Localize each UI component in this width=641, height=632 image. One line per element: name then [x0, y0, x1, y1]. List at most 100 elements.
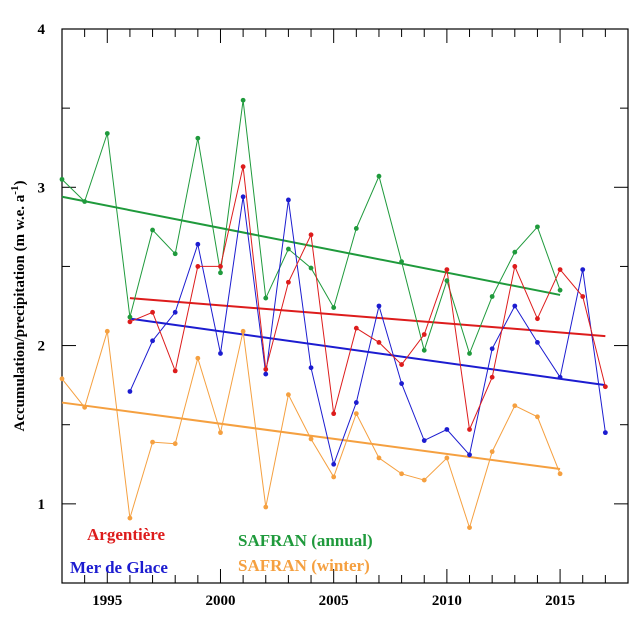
data-point-argenti-re: [218, 264, 223, 269]
data-point-argenti-re: [240, 164, 246, 170]
data-point-mer-de-glace: [580, 267, 586, 272]
data-point-safran-winter: [421, 477, 427, 483]
data-point-safran-annual: [240, 97, 246, 103]
axis-tick-labels: 1995 2000 2005 2010 2015 1 2 3 4: [38, 22, 576, 609]
x-tick-label: 2015: [545, 593, 575, 609]
legend: Argentière Mer de Glace SAFRAN (annual) …: [70, 525, 373, 577]
data-point-safran-winter: [195, 355, 201, 361]
y-tick-label: 2: [38, 339, 46, 355]
data-point-safran-winter: [104, 328, 110, 334]
data-point-mer-de-glace: [376, 303, 382, 309]
data-point-mer-de-glace: [535, 340, 540, 345]
data-point-safran-winter: [376, 455, 382, 461]
data-point-mer-de-glace: [240, 194, 246, 200]
x-tick-label: 2000: [205, 593, 235, 609]
data-point-safran-winter: [59, 376, 65, 382]
data-point-mer-de-glace: [195, 241, 201, 247]
data-point-safran-winter: [286, 392, 291, 398]
data-point-safran-winter: [308, 436, 314, 442]
data-point-argenti-re: [444, 267, 450, 272]
data-point-safran-winter: [535, 414, 540, 420]
data-point-safran-annual: [467, 351, 472, 356]
data-point-safran-annual: [353, 226, 359, 231]
data-point-safran-winter: [172, 441, 178, 447]
data-point-mer-de-glace: [218, 351, 223, 356]
data-point-argenti-re: [376, 340, 382, 345]
data-point-safran-winter: [467, 525, 472, 530]
y-tick-label: 1: [38, 497, 46, 513]
data-point-safran-annual: [127, 314, 133, 320]
data-point-safran-winter: [399, 471, 404, 477]
data-point-safran-annual: [150, 227, 155, 233]
data-point-safran-annual: [195, 135, 201, 141]
data-point-safran-annual: [376, 173, 382, 179]
data-point-safran-annual: [82, 199, 88, 204]
data-point-mer-de-glace: [353, 400, 359, 405]
data-point-safran-annual: [421, 347, 427, 353]
data-point-safran-annual: [218, 270, 223, 276]
trend-line-argenti-re: [129, 297, 606, 338]
data-point-safran-winter: [127, 515, 133, 521]
data-point-argenti-re: [535, 316, 540, 322]
legend-safran-winter: SAFRAN (winter): [238, 556, 370, 575]
data-point-mer-de-glace: [127, 389, 133, 394]
data-point-argenti-re: [602, 384, 608, 390]
data-point-safran-winter: [150, 439, 155, 445]
data-point-mer-de-glace: [557, 374, 563, 380]
data-point-argenti-re: [150, 309, 155, 315]
series-line-argenti-re: [129, 166, 606, 432]
data-point-safran-annual: [308, 265, 314, 271]
data-point-safran-annual: [286, 246, 291, 252]
data-point-safran-annual: [263, 295, 269, 301]
data-point-safran-winter: [557, 471, 563, 477]
data-point-argenti-re: [263, 366, 269, 372]
data-point-mer-de-glace: [444, 427, 450, 432]
data-point-safran-winter: [331, 474, 337, 480]
legend-argentiere: Argentière: [87, 525, 165, 544]
x-tick-label: 2010: [432, 593, 462, 609]
data-point-argenti-re: [286, 279, 291, 285]
series-points: [59, 97, 608, 530]
x-tick-label: 2005: [319, 593, 349, 609]
data-point-safran-annual: [557, 287, 563, 293]
trend-lines: [61, 195, 606, 471]
legend-mer-de-glace: Mer de Glace: [70, 558, 168, 577]
plot-frame: [61, 28, 629, 584]
data-point-argenti-re: [353, 325, 359, 331]
data-point-mer-de-glace: [172, 309, 178, 315]
data-point-argenti-re: [580, 294, 586, 299]
legend-safran-annual: SAFRAN (annual): [238, 531, 373, 550]
y-axis-label-superscript: -1: [9, 186, 21, 195]
data-point-safran-annual: [489, 294, 495, 299]
data-point-mer-de-glace: [331, 461, 337, 467]
data-point-safran-annual: [512, 249, 518, 255]
data-point-safran-winter: [489, 449, 495, 455]
data-point-argenti-re: [467, 427, 472, 432]
data-point-safran-winter: [82, 404, 88, 410]
data-point-safran-winter: [240, 328, 246, 334]
data-point-mer-de-glace: [399, 381, 404, 386]
data-point-safran-annual: [331, 305, 337, 310]
data-point-safran-annual: [399, 259, 404, 265]
data-point-mer-de-glace: [308, 365, 314, 371]
trend-line-safran-annual: [61, 195, 561, 296]
data-point-mer-de-glace: [489, 346, 495, 352]
data-point-mer-de-glace: [467, 452, 472, 458]
data-point-argenti-re: [172, 368, 178, 374]
trend-line-safran-winter: [61, 401, 561, 471]
data-point-safran-annual: [535, 224, 540, 230]
data-point-argenti-re: [421, 332, 427, 337]
data-point-safran-winter: [444, 455, 450, 461]
data-point-argenti-re: [127, 319, 133, 325]
data-point-argenti-re: [308, 232, 314, 238]
series-line-mer-de-glace: [129, 196, 606, 467]
x-tick-label: 1995: [92, 593, 122, 609]
data-point-mer-de-glace: [286, 197, 291, 203]
data-point-argenti-re: [512, 264, 518, 269]
data-point-argenti-re: [195, 264, 201, 269]
y-axis-label: Accumulation/precipitation (m w.e. a-1): [9, 181, 28, 432]
data-point-argenti-re: [399, 362, 404, 367]
data-point-argenti-re: [331, 411, 337, 417]
